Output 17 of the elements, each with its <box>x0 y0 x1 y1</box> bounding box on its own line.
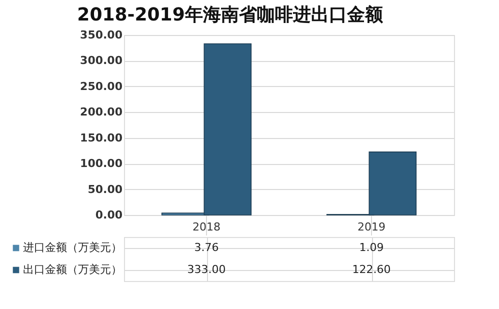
y-tick-label: 300.00 <box>80 54 123 68</box>
y-tick-label: 50.00 <box>88 182 123 196</box>
data-label: 3.76 <box>194 241 219 254</box>
data-label: 333.00 <box>187 263 226 276</box>
y-tick-label: 350.00 <box>80 28 123 42</box>
y-tick-label: 250.00 <box>80 80 123 93</box>
legend-label: 进口金额（万美元） <box>23 241 122 254</box>
y-tick-label: 150.00 <box>80 131 123 144</box>
y-tick-label: 200.00 <box>80 106 123 119</box>
data-label: 1.09 <box>359 241 384 254</box>
legend-label: 出口金额（万美元） <box>23 263 122 276</box>
x-tick-label: 2019 <box>358 220 386 234</box>
data-label: 122.60 <box>352 263 391 276</box>
y-tick-label: 0.00 <box>95 208 123 222</box>
x-tick-label: 2018 <box>192 220 220 234</box>
y-tick-label: 100.00 <box>80 157 123 170</box>
chart-title: 2018-2019年海南省咖啡进出口金额 <box>77 4 384 26</box>
